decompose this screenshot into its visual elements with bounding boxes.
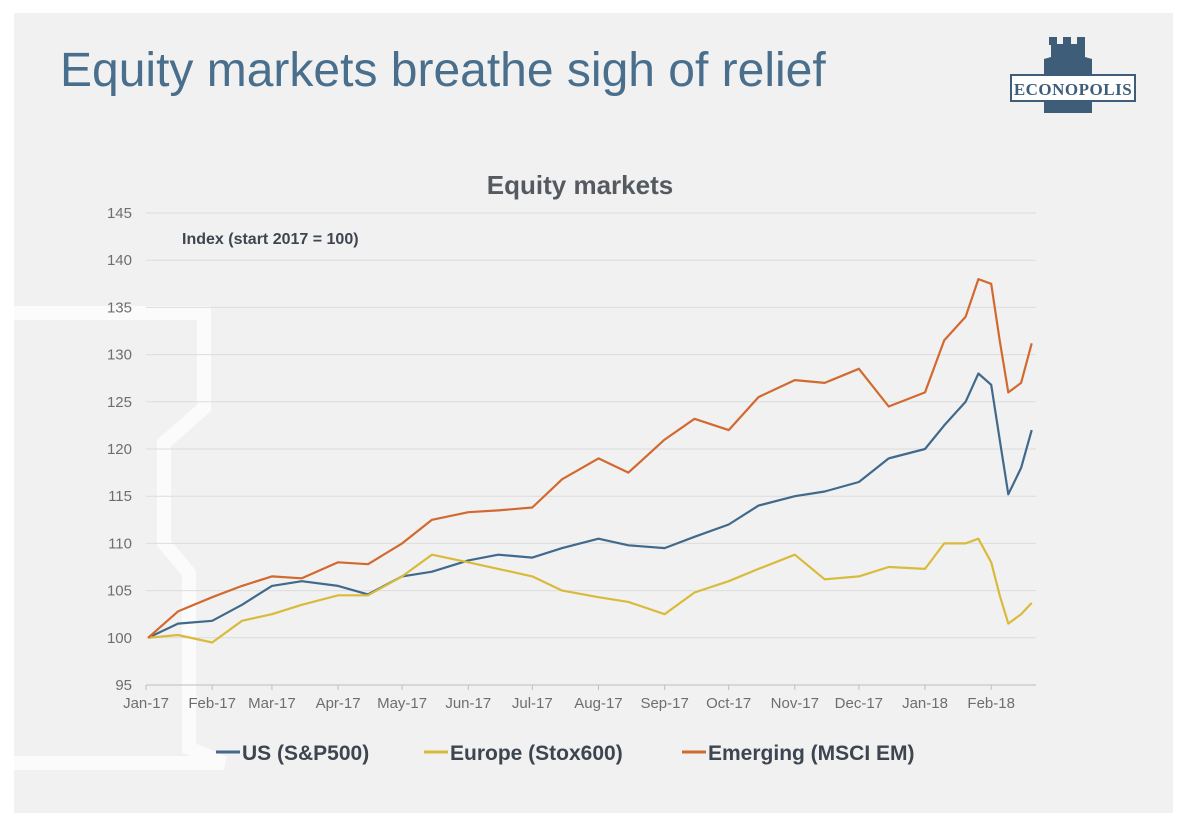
x-tick-label-jan-18: Jan-18 — [902, 695, 948, 712]
y-tick-label-135: 135 — [107, 299, 132, 316]
tower-icon — [1010, 37, 1136, 113]
y-tick-label-115: 115 — [108, 488, 132, 505]
slide: Equity markets breathe sigh of relief EC… — [14, 13, 1173, 813]
legend-label-2: Emerging (MSCI EM) — [708, 742, 915, 765]
x-tick-label-oct-17: Oct-17 — [706, 695, 751, 712]
y-tick-label-125: 125 — [107, 394, 132, 411]
y-tick-label-110: 110 — [108, 535, 132, 552]
econopolis-logo: ECONOPOLIS — [1008, 35, 1138, 117]
slide-title: Equity markets breathe sigh of relief — [60, 44, 826, 97]
y-tick-label-140: 140 — [107, 252, 132, 269]
y-tick-label-145: 145 — [107, 205, 132, 222]
y-tick-label-120: 120 — [107, 441, 132, 458]
series-line-0 — [147, 372, 1033, 639]
y-tick-label-105: 105 — [107, 583, 132, 600]
x-tick-label-jan-17: Jan-17 — [123, 695, 169, 712]
x-tick-label-nov-17: Nov-17 — [771, 695, 819, 712]
x-tick-label-may-17: May-17 — [377, 695, 427, 712]
y-tick-label-95: 95 — [115, 677, 132, 694]
logo-text: ECONOPOLIS — [1013, 80, 1133, 99]
series-line-2 — [147, 278, 1033, 639]
x-tick-label-sep-17: Sep-17 — [640, 695, 688, 712]
equity-chart: Equity markets 95 100 105 110 115 120 125 130 13… — [107, 170, 1036, 765]
y-tick-label-100: 100 — [107, 630, 132, 647]
y-tick-label-130: 130 — [107, 347, 132, 364]
index-annotation: Index (start 2017 = 100) — [182, 231, 359, 248]
x-tick-label-jul-17: Jul-17 — [512, 695, 553, 712]
x-tick-label-aug-17: Aug-17 — [574, 695, 622, 712]
x-tick-label-feb-18: Feb-18 — [967, 695, 1015, 712]
series-lines — [147, 278, 1033, 644]
chart-title: Equity markets — [487, 170, 673, 200]
gridlines — [146, 212, 1036, 686]
x-axis: Jan-17 Feb-17 Mar-17 Apr-17 May-17 Jun-17 Jul-… — [123, 685, 1015, 712]
legend: US (S&P500) Europe (Stox600) Emerging (MSC… — [216, 742, 915, 765]
legend-label-0: US (S&P500) — [242, 742, 369, 765]
x-tick-label-jun-17: Jun-17 — [445, 695, 491, 712]
x-tick-label-feb-17: Feb-17 — [188, 695, 236, 712]
legend-label-1: Europe (Stox600) — [450, 742, 623, 765]
x-tick-label-dec-17: Dec-17 — [835, 695, 883, 712]
y-axis: 95 100 105 110 115 120 125 130 135 140 145 — [107, 205, 132, 694]
x-tick-label-mar-17: Mar-17 — [248, 695, 296, 712]
x-tick-label-apr-17: Apr-17 — [316, 695, 361, 712]
series-line-1 — [147, 537, 1033, 644]
